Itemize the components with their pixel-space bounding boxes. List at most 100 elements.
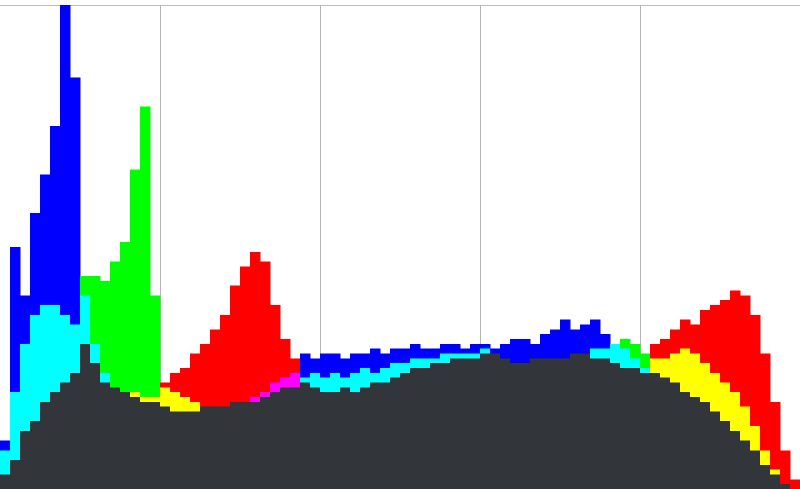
- histogram-bar: [450, 358, 461, 489]
- histogram-bar: [120, 392, 131, 489]
- histogram-bar: [210, 406, 221, 489]
- histogram-bar: [150, 295, 161, 489]
- histogram-bar: [260, 397, 271, 489]
- histogram-bar: [90, 363, 101, 489]
- histogram-bar: [150, 401, 161, 489]
- histogram-bar: [30, 421, 41, 489]
- histogram-bar: [260, 261, 271, 489]
- histogram-bar: [740, 295, 751, 489]
- histogram-bar: [670, 382, 681, 489]
- histogram-bar: [70, 77, 81, 489]
- histogram-bar: [60, 5, 71, 489]
- histogram-bar: [30, 314, 41, 489]
- histogram-bar: [110, 387, 121, 489]
- histogram-bar: [340, 387, 351, 489]
- histogram-bar: [530, 358, 541, 489]
- histogram-bar: [480, 353, 491, 489]
- histogram-bar: [70, 372, 81, 489]
- histogram-bar: [190, 411, 201, 489]
- histogram-bar: [170, 411, 181, 489]
- histogram-bar: [690, 397, 701, 489]
- histogram-bar: [140, 401, 151, 489]
- histogram-bar: [560, 358, 571, 489]
- histogram-bar: [470, 358, 481, 489]
- histogram-bar: [720, 421, 731, 489]
- histogram-bar: [130, 397, 141, 489]
- histogram-bar: [310, 387, 321, 489]
- histogram-bar: [520, 363, 531, 489]
- histogram-bar: [370, 382, 381, 489]
- histogram-bar: [240, 401, 251, 489]
- histogram-bar: [20, 430, 31, 489]
- histogram-bar: [430, 363, 441, 489]
- histogram-bar: [760, 353, 771, 489]
- histogram-bar: [660, 377, 671, 489]
- histogram-bar: [780, 484, 791, 489]
- histogram-bar: [390, 377, 401, 489]
- histogram-bar: [320, 392, 331, 489]
- histogram-bar: [300, 382, 311, 489]
- histogram-bar: [500, 358, 511, 489]
- histogram-bar: [330, 392, 341, 489]
- histogram-bar: [100, 382, 111, 489]
- histogram-bar: [380, 382, 391, 489]
- histogram-bar: [620, 368, 631, 489]
- histogram-bar: [270, 392, 281, 489]
- histogram-bar: [540, 358, 551, 489]
- histogram-bar: [10, 459, 21, 489]
- histogram-bar: [420, 368, 431, 489]
- histogram-bar: [590, 358, 601, 489]
- histogram-bar: [20, 343, 31, 489]
- histogram-bar: [740, 440, 751, 489]
- histogram-bar: [750, 314, 761, 489]
- histogram-bar: [640, 372, 651, 489]
- histogram-bar: [730, 430, 741, 489]
- histogram-bar: [10, 392, 21, 489]
- histogram-bar: [290, 387, 301, 489]
- histogram-bar: [750, 450, 761, 489]
- histogram-bar: [0, 450, 11, 489]
- histogram-bar: [780, 450, 791, 489]
- histogram-bar: [160, 406, 171, 489]
- histogram-bar: [400, 372, 411, 489]
- histogram-bar: [610, 363, 621, 489]
- histogram-bar: [120, 242, 131, 489]
- histogram-bar: [600, 358, 611, 489]
- histogram-bar: [790, 479, 800, 489]
- histogram-bar: [230, 285, 241, 489]
- histogram-bar: [680, 392, 691, 489]
- histogram-bar: [360, 387, 371, 489]
- histogram-bar: [580, 353, 591, 489]
- histogram-bar: [40, 401, 51, 489]
- histogram-bar: [250, 251, 261, 489]
- histogram-bar: [50, 392, 61, 489]
- histogram-bar: [80, 343, 91, 489]
- histogram-bar: [60, 382, 71, 489]
- histogram-bar: [730, 290, 741, 489]
- histogram-bar: [440, 363, 451, 489]
- histogram-bar: [10, 247, 21, 489]
- histogram-bar: [410, 368, 421, 489]
- histogram-bar: [700, 401, 711, 489]
- histogram-bar: [240, 266, 251, 489]
- histogram-bar: [200, 406, 211, 489]
- histogram-bar: [220, 314, 231, 489]
- histogram-bar: [280, 387, 291, 489]
- histogram-bar: [770, 401, 781, 489]
- histogram-bar: [180, 411, 191, 489]
- histogram-bar: [570, 353, 581, 489]
- histogram-bar: [550, 358, 561, 489]
- histogram-bar: [130, 169, 141, 489]
- histogram-bar: [40, 305, 51, 489]
- histogram-bar: [250, 401, 261, 489]
- histogram-bar: [140, 106, 151, 489]
- histogram-bar: [460, 358, 471, 489]
- histogram-bar: [630, 368, 641, 489]
- histogram-bar: [510, 363, 521, 489]
- histogram-bar: [760, 464, 771, 489]
- histogram-bar: [220, 406, 231, 489]
- histogram-bar: [350, 392, 361, 489]
- histogram-bar: [0, 474, 11, 489]
- histogram-bar: [770, 474, 781, 489]
